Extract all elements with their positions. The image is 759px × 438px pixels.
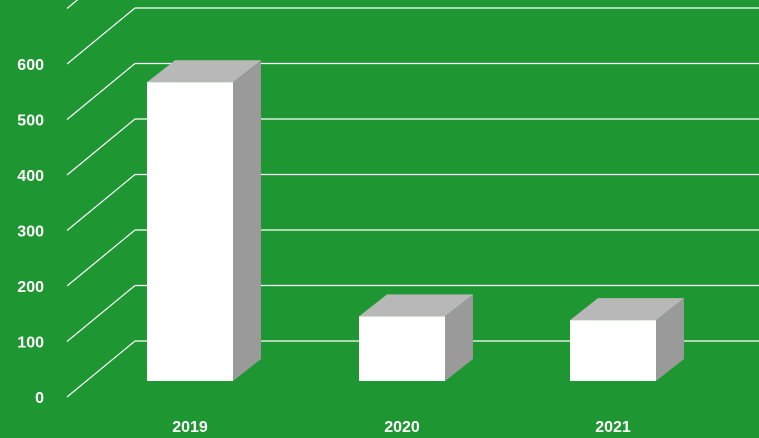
bar-side-face xyxy=(445,294,473,381)
bar-side-face xyxy=(233,60,261,381)
bar-front-face xyxy=(570,320,656,381)
gridline-diagonal xyxy=(66,63,136,120)
bar-2021 xyxy=(570,298,684,381)
bar-front-face xyxy=(147,82,233,381)
x-category-label: 2021 xyxy=(595,419,631,436)
gridline-diagonal xyxy=(66,340,136,398)
gridline-diagonal xyxy=(66,118,136,176)
x-category-label: 2019 xyxy=(172,419,208,436)
y-tick-label: 100 xyxy=(17,335,44,352)
y-tick-label: 200 xyxy=(17,279,44,296)
bar-top-face xyxy=(147,60,261,83)
labels: 0 100 200 300 400 500 600 2019 2020 2021 xyxy=(17,57,631,436)
y-tick-label: 0 xyxy=(35,390,44,407)
x-category-label: 2020 xyxy=(384,419,420,436)
bar-side-face xyxy=(656,298,684,381)
gridline-diagonal xyxy=(66,285,136,342)
gridline-diagonal xyxy=(66,229,136,287)
y-tick-label: 600 xyxy=(17,57,44,74)
bars xyxy=(147,60,684,381)
bar-2019 xyxy=(147,60,261,381)
y-tick-label: 500 xyxy=(17,113,44,130)
bar-front-face xyxy=(359,316,445,381)
y-tick-label: 300 xyxy=(17,224,44,241)
y-tick-label: 400 xyxy=(17,168,44,185)
gridline-diagonal xyxy=(66,7,136,65)
bar-top-face xyxy=(570,298,684,321)
bar-top-face xyxy=(359,294,473,317)
gridline-diagonal xyxy=(66,0,79,9)
gridline-diagonal xyxy=(66,174,136,231)
bar-2020 xyxy=(359,294,473,381)
